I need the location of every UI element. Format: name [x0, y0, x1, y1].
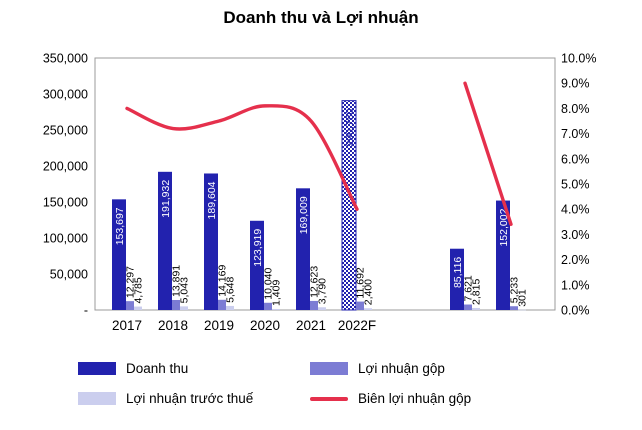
left-axis-tick: -: [84, 304, 88, 318]
left-axis-tick: 150,000: [43, 196, 88, 210]
bar-value-label: 2,400: [363, 279, 375, 305]
right-axis-tick: 10.0%: [561, 52, 596, 66]
x-axis-label: 2018: [158, 318, 188, 333]
bar-revenue: [204, 173, 218, 310]
bar-value-label: 152,002: [498, 208, 510, 246]
plot-area: 350,000 300,000 250,000 200,000 150,000 100,0…: [43, 52, 597, 334]
legend-item-revenue: Doanh thu: [78, 361, 310, 376]
bar-gross-profit: [464, 304, 472, 310]
x-axis-label: 2022F: [338, 318, 376, 333]
bar-value-label: 2,815: [471, 279, 483, 305]
x-axis-label: 2019: [204, 318, 234, 333]
bar-revenue: [112, 199, 126, 310]
bar-value-label: 11,692: [355, 267, 367, 298]
chart-title: Doanh thu và Lợi nhuận: [223, 8, 419, 27]
bar-value-label: 189,604: [206, 181, 218, 219]
right-axis-tick: 7.0%: [561, 127, 590, 141]
legend-item-pretax-profit: Lợi nhuận trước thuế: [78, 391, 310, 406]
bar-revenue: [158, 171, 172, 310]
left-axis-tick: 200,000: [43, 160, 88, 174]
bar-value-label: 7,621: [463, 275, 475, 301]
left-axis-tick: 100,000: [43, 232, 88, 246]
legend-label-gross-profit: Lợi nhuận gộp: [358, 361, 445, 376]
right-axis-tick: 8.0%: [561, 102, 590, 116]
bar-pretax-profit: [318, 307, 326, 310]
legend-swatch-gross-profit: [310, 362, 348, 375]
bar-gross-profit: [126, 301, 134, 310]
bar-value-label: 5,043: [179, 277, 191, 303]
bar-value-label: 85,116: [452, 257, 464, 288]
left-axis-tick: 250,000: [43, 124, 88, 138]
bar-gross-profit: [510, 306, 518, 310]
bar-value-label: 12,623: [309, 266, 321, 298]
legend-swatch-gross-margin-line: [310, 392, 348, 405]
right-axis-tick: 4.0%: [561, 203, 590, 217]
bar-value-label: 4,785: [133, 277, 145, 303]
bar-value-label: 153,697: [114, 207, 126, 245]
right-axis-tick: 0.0%: [561, 304, 590, 318]
right-axis-tick: 5.0%: [561, 178, 590, 192]
legend-swatch-revenue: [78, 362, 116, 375]
legend-label-gross-margin: Biên lợi nhuận gộp: [358, 391, 472, 406]
bar-value-label: 1,409: [271, 280, 283, 306]
bar-pretax-profit: [472, 307, 480, 310]
bar-revenue: [450, 248, 464, 310]
bar-value-label: 14,169: [217, 265, 229, 297]
legend-swatch-pretax-profit: [78, 392, 116, 405]
bar-gross-profit: [172, 299, 180, 310]
legend-label-revenue: Doanh thu: [126, 361, 189, 376]
right-axis-tick: 1.0%: [561, 278, 590, 292]
right-axis-tick: 9.0%: [561, 77, 590, 91]
right-axis-tick: 2.0%: [561, 253, 590, 267]
legend-item-gross-profit: Lợi nhuận gộp: [310, 361, 471, 376]
bar-gross-profit: [218, 299, 226, 310]
bar-gross-profit: [356, 301, 364, 310]
bar-value-label: 12,297: [125, 266, 137, 298]
bar-pretax-profit: [518, 309, 526, 311]
left-axis-tick: 350,000: [43, 52, 88, 66]
bar-pretax-profit: [226, 305, 234, 310]
x-axis-label: 2017: [112, 318, 142, 333]
bar-pretax-profit: [134, 306, 142, 310]
x-axis-label: 2020: [250, 318, 280, 333]
bar-value-label: 191,932: [160, 180, 172, 218]
bar-pretax-profit: [180, 306, 188, 310]
x-axis-label: 2021: [296, 318, 326, 333]
legend-item-gross-margin: Biên lợi nhuận gộp: [310, 391, 471, 406]
bar-value-label: 5,233: [509, 277, 521, 303]
bar-value-label: 13,891: [171, 265, 183, 297]
bar-value-label: 10,040: [263, 267, 275, 299]
bar-revenue: [296, 188, 310, 310]
bar-value-label: 301: [517, 289, 529, 307]
left-axis-tick: 300,000: [43, 88, 88, 102]
bar-revenue: [250, 220, 264, 310]
legend: Doanh thu Lợi nhuận gộp Lợi nhuận trước …: [78, 361, 471, 406]
bar-pretax-profit: [272, 308, 280, 310]
bar-value-label: 5,648: [225, 276, 237, 302]
right-axis-tick: 3.0%: [561, 228, 590, 242]
bar-value-label: 123,919: [252, 229, 264, 267]
gross-margin-line: [463, 81, 513, 227]
legend-label-pretax-profit: Lợi nhuận trước thuế: [126, 391, 254, 406]
bar-value-label: 169,009: [298, 196, 310, 234]
bar-gross-profit: [310, 300, 318, 310]
bar-value-label: 3,790: [317, 278, 329, 304]
right-axis-tick: 6.0%: [561, 152, 590, 166]
left-axis-tick: 50,000: [50, 268, 88, 282]
bar-gross-profit: [264, 302, 272, 310]
legend-line-mark: [310, 397, 348, 401]
bar-pretax-profit: [364, 308, 372, 310]
bar-value-label: 290,780: [344, 108, 356, 146]
gross-margin-line: [125, 104, 359, 211]
bar-revenue: [496, 200, 510, 310]
